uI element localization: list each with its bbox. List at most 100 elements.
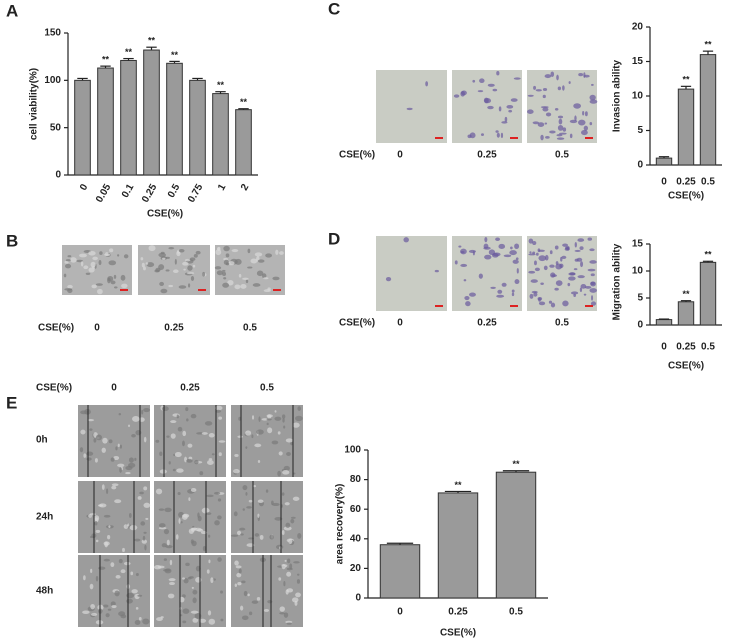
cell [134,457,137,461]
image-bg [78,405,150,477]
cell [496,132,500,138]
bar [235,109,252,176]
cell [214,405,223,411]
cell [234,258,242,265]
micrograph [527,236,597,311]
cell [472,79,476,83]
cell [234,583,238,588]
cell [578,119,586,126]
panel-label: D [328,229,340,248]
cell [89,428,93,431]
image-bg [376,236,447,311]
row-label: CSE(%) [339,150,375,161]
cell [139,491,144,495]
cell [285,620,293,624]
cell [488,249,496,256]
cell [94,521,98,526]
cell [292,496,300,501]
cell [206,569,210,574]
cell [178,518,181,524]
cell [228,261,235,266]
cell [289,563,293,570]
cell [281,564,286,570]
cell [166,539,170,546]
cell [123,561,131,566]
cell [574,241,577,248]
cell [252,283,261,287]
cell [187,283,191,288]
cell [129,525,138,531]
cell [175,534,179,540]
cell [126,592,135,599]
cell [569,119,578,124]
cell [97,504,104,507]
cell [254,533,260,537]
cell [192,264,196,268]
cell [434,269,439,273]
cell [570,291,579,295]
y-tick-label: 40 [350,533,362,544]
cell [537,122,545,127]
x-tick-label: 0.5 [701,342,715,353]
micrograph [78,481,151,553]
cell [514,243,520,250]
cell [406,107,413,111]
cell [123,254,129,259]
y-axis-label: Migration ability [612,243,623,320]
cell [587,268,596,272]
cell [265,489,269,493]
cell [574,115,577,121]
y-tick-label: 15 [632,239,644,250]
y-tick-label: 20 [632,22,644,33]
significance: ** [217,80,225,90]
cell [537,248,541,253]
cell [549,130,556,134]
cell [168,246,175,250]
cell [513,77,521,80]
cell [89,583,94,590]
cell [185,562,190,567]
cell [530,279,538,283]
cell [139,417,145,422]
cell [589,288,597,293]
cell [186,418,189,422]
cell [545,112,552,117]
cell [182,577,185,580]
cell [288,538,293,545]
cell [158,252,166,258]
cell [591,295,594,301]
cell [222,269,226,272]
cell [576,257,583,262]
cell [195,250,201,255]
scale-bar [435,305,443,307]
cell [158,508,165,511]
cell [240,284,247,289]
cell [169,559,173,566]
micrograph [376,236,447,311]
cell [158,526,167,530]
cell [174,452,182,458]
cell [111,485,117,490]
cell [195,577,202,583]
cell [118,558,123,564]
cell [102,437,108,444]
panel-label: C [328,0,340,18]
cell [128,462,136,468]
cell [182,440,185,447]
bar [495,471,537,599]
cell [554,245,559,250]
cell [196,528,204,532]
cell [220,590,223,594]
significance: ** [454,480,462,490]
cell [283,526,292,531]
cell [554,287,559,291]
cell [128,457,134,463]
cell [297,406,301,412]
cell [107,534,111,540]
cell [125,472,131,475]
cell [266,418,272,421]
cell [246,543,255,547]
cell [123,524,129,529]
cell [108,439,113,444]
cell [283,580,286,587]
